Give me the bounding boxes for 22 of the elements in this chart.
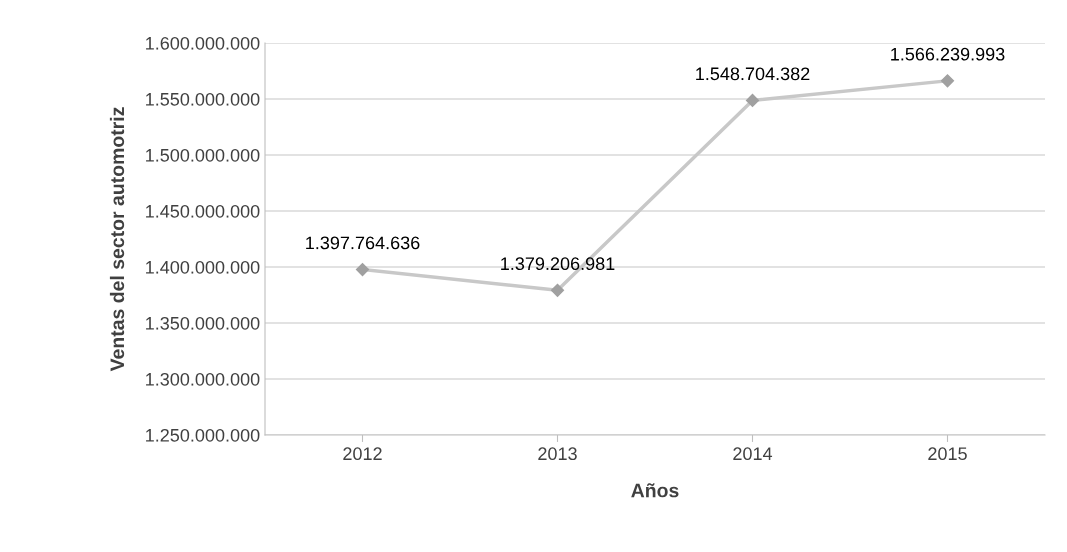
y-tick-label: 1.450.000.000	[146, 204, 260, 218]
data-label: 1.548.704.382	[696, 67, 810, 81]
x-tick-label: 2014	[733, 447, 773, 461]
x-tick-label: 2015	[928, 447, 967, 461]
point	[355, 262, 370, 277]
point	[940, 74, 955, 88]
point	[550, 283, 565, 297]
y-tick-label: 1.400.000.000	[146, 260, 260, 274]
y-tick-label: 1.500.000.000	[146, 148, 260, 162]
x-tick-label: 2013	[538, 447, 577, 461]
y-tick-label: 1.350.000.000	[146, 316, 260, 330]
y-tick-label: 1.600.000.000	[146, 36, 260, 50]
point	[745, 93, 760, 108]
y-tick-label: 1.300.000.000	[146, 372, 260, 386]
data-label: 1.566.239.993	[891, 47, 1005, 61]
y-tick-label: 1.250.000.000	[146, 428, 260, 442]
y-axis-title: Ventas del sector automotriz	[109, 107, 125, 372]
y-tick-label: 1.550.000.000	[146, 92, 260, 106]
data-label: 1.379.206.981	[501, 257, 615, 271]
x-tick-label: 2012	[343, 447, 382, 461]
x-axis-title: Años	[631, 483, 679, 498]
data-label: 1.397.764.636	[306, 236, 420, 250]
